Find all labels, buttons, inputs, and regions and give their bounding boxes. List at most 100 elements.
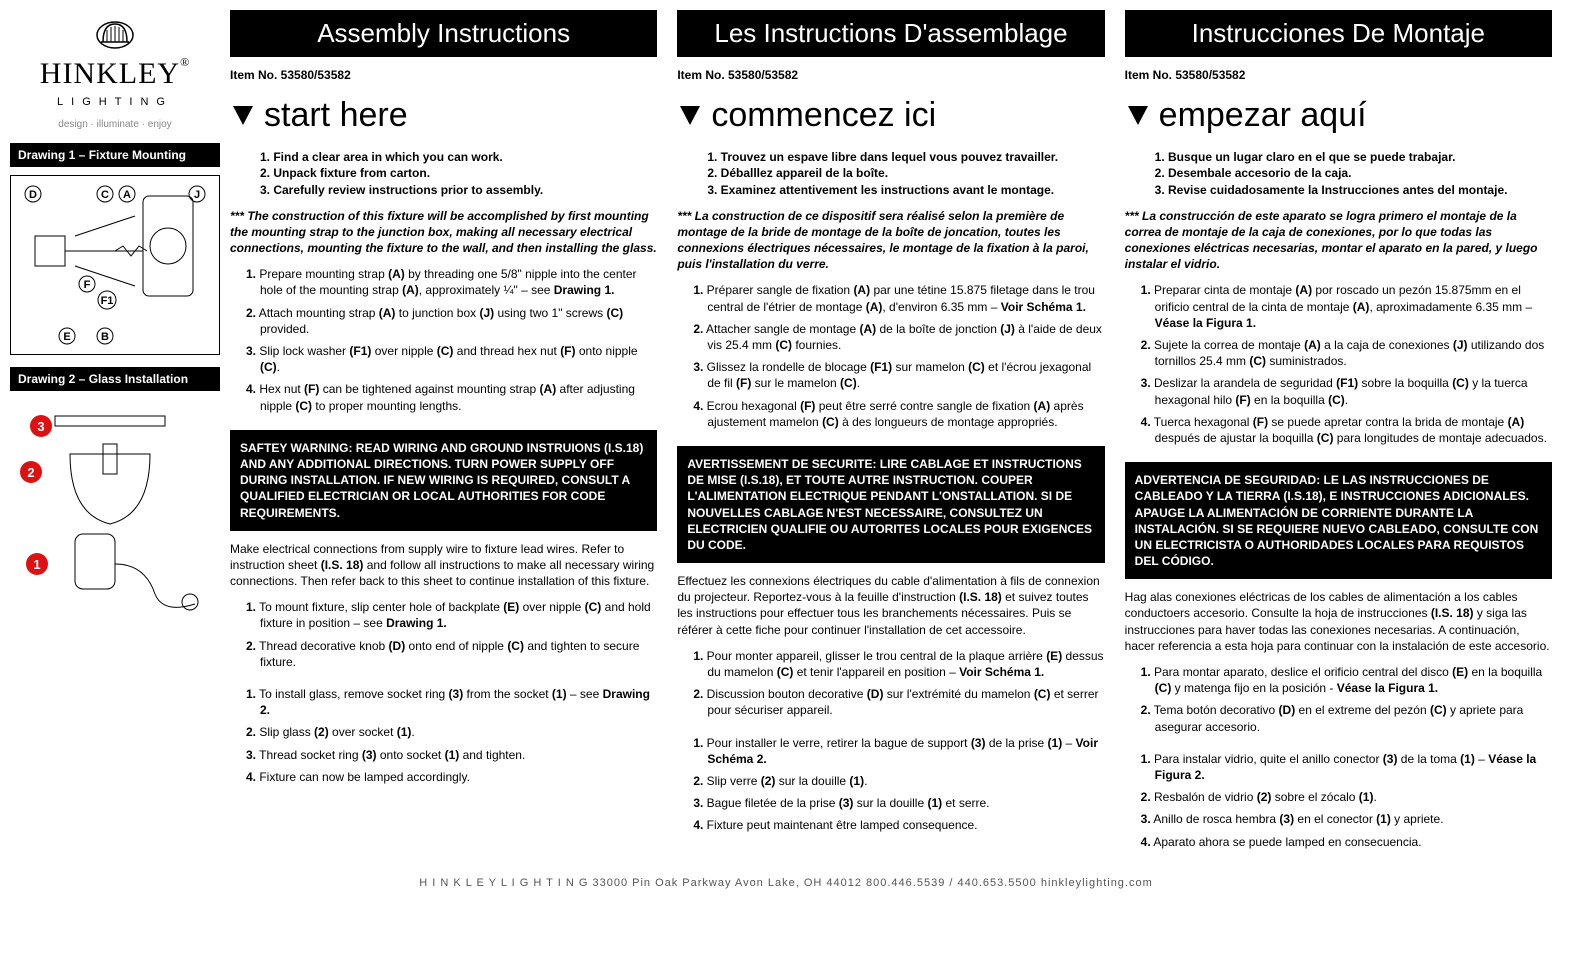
triangle-down-icon (677, 103, 703, 129)
step-item: 3. Deslizar la arandela de seguridad (F1… (1155, 375, 1552, 407)
column-english: Assembly Instructions Item No. 53580/535… (230, 10, 657, 856)
logo-tagline: design · illuminate · enjoy (10, 118, 220, 132)
steps-a-es: 1. Preparar cinta de montaje (A) por ros… (1141, 282, 1552, 452)
construction-note-en: *** The construction of this fixture wil… (230, 208, 657, 257)
svg-text:B: B (101, 331, 109, 343)
drawing-2-header: Drawing 2 – Glass Installation (10, 367, 220, 391)
step-item: 1. Pour monter appareil, glisser le trou… (707, 648, 1104, 680)
section-title-en: Assembly Instructions (230, 10, 657, 57)
step-item: 1. To mount fixture, slip center hole of… (260, 599, 657, 631)
svg-text:F: F (84, 279, 91, 291)
start-here-label: commencez ici (711, 93, 936, 139)
step-item: 1. Pour installer le verre, retirer la b… (707, 735, 1104, 767)
step-item: 2. Thread decorative knob (D) onto end o… (260, 638, 657, 670)
start-here-fr: commencez ici (677, 93, 1104, 139)
start-list-item: 1. Trouvez un espave libre dans lequel v… (707, 149, 1104, 165)
item-no-fr: Item No. 53580/53582 (677, 67, 1104, 83)
step-item: 1. Préparer sangle de fixation (A) par u… (707, 282, 1104, 314)
svg-text:E: E (63, 331, 70, 343)
step-item: 1. Prepare mounting strap (A) by threadi… (260, 266, 657, 298)
step-item: 3. Anillo de rosca hembra (3) en el cone… (1155, 811, 1552, 827)
svg-text:1: 1 (33, 557, 40, 572)
start-list-item: 1. Find a clear area in which you can wo… (260, 149, 657, 165)
step-item: 2. Slip glass (2) over socket (1). (260, 724, 657, 740)
steps-a-en: 1. Prepare mounting strap (A) by threadi… (246, 266, 657, 420)
svg-text:F1: F1 (101, 295, 114, 307)
start-here-label: start here (264, 93, 408, 139)
electrical-para-fr: Effectuez les connexions électriques du … (677, 573, 1104, 638)
triangle-down-icon (1125, 103, 1151, 129)
steps-b-es: 1. Para montar aparato, deslice el orifi… (1141, 664, 1552, 741)
start-list-item: 3. Revise cuidadosamente la Instruccione… (1155, 182, 1552, 198)
start-list-en: 1. Find a clear area in which you can wo… (260, 149, 657, 198)
step-item: 2. Sujete la correa de montaje (A) a la … (1155, 337, 1552, 369)
start-list-item: 2. Desembale accesorio de la caja. (1155, 165, 1552, 181)
start-list-es: 1. Busque un lugar claro en el que se pu… (1155, 149, 1552, 198)
logo-subbrand: LIGHTING (10, 95, 220, 110)
footer: H I N K L E Y L I G H T I N G 33000 Pin … (0, 866, 1572, 895)
steps-c-en: 1. To install glass, remove socket ring … (246, 686, 657, 791)
step-item: 1. Para montar aparato, deslice el orifi… (1155, 664, 1552, 696)
start-list-item: 3. Examinez attentivement les instructio… (707, 182, 1104, 198)
step-item: 2. Discussion bouton decorative (D) sur … (707, 686, 1104, 718)
steps-b-en: 1. To mount fixture, slip center hole of… (246, 599, 657, 676)
step-item: 3. Bague filetée de la prise (3) sur la … (707, 795, 1104, 811)
steps-c-fr: 1. Pour installer le verre, retirer la b… (693, 735, 1104, 840)
drawing-2-figure: 3 2 1 (10, 399, 220, 619)
construction-note-fr: *** La construction de ce dispositif ser… (677, 208, 1104, 273)
step-item: 4. Aparato ahora se puede lamped en cons… (1155, 834, 1552, 850)
start-here-en: start here (230, 93, 657, 139)
drawing-1-figure: D C A J F F1 E B (10, 175, 220, 355)
steps-a-fr: 1. Préparer sangle de fixation (A) par u… (693, 282, 1104, 436)
step-item: 2. Resbalón de vidrio (2) sobre el zócal… (1155, 789, 1552, 805)
start-list-fr: 1. Trouvez un espave libre dans lequel v… (707, 149, 1104, 198)
step-item: 1. Preparar cinta de montaje (A) por ros… (1155, 282, 1552, 331)
start-list-item: 2. Déballlez appareil de la boîte. (707, 165, 1104, 181)
step-item: 4. Fixture can now be lamped accordingly… (260, 769, 657, 785)
svg-text:A: A (123, 189, 131, 201)
start-list-item: 3. Carefully review instructions prior t… (260, 182, 657, 198)
left-column: HINKLEY® LIGHTING design · illuminate · … (10, 10, 220, 856)
page: HINKLEY® LIGHTING design · illuminate · … (0, 0, 1572, 866)
start-here-es: empezar aquí (1125, 93, 1552, 139)
step-item: 4. Hex nut (F) can be tightened against … (260, 381, 657, 413)
column-french: Les Instructions D'assemblage Item No. 5… (677, 10, 1104, 856)
step-item: 4. Fixture peut maintenant être lamped c… (707, 817, 1104, 833)
svg-text:2: 2 (27, 465, 34, 480)
step-item: 2. Slip verre (2) sur la douille (1). (707, 773, 1104, 789)
svg-text:3: 3 (37, 419, 44, 434)
step-item: 3. Thread socket ring (3) onto socket (1… (260, 747, 657, 763)
logo-mark-icon (10, 20, 220, 54)
step-item: 1. Para instalar vidrio, quite el anillo… (1155, 751, 1552, 783)
language-columns: Assembly Instructions Item No. 53580/535… (230, 10, 1552, 856)
step-item: 4. Ecrou hexagonal (F) peut être serré c… (707, 398, 1104, 430)
step-item: 2. Attach mounting strap (A) to junction… (260, 305, 657, 337)
drawing-1-header: Drawing 1 – Fixture Mounting (10, 143, 220, 167)
step-item: 3. Glissez la rondelle de blocage (F1) s… (707, 359, 1104, 391)
start-here-label: empezar aquí (1159, 93, 1367, 139)
start-list-item: 2. Unpack fixture from carton. (260, 165, 657, 181)
safety-warning-fr: AVERTISSEMENT DE SECURITE: LIRE CABLAGE … (677, 446, 1104, 563)
safety-warning-en: SAFTEY WARNING: READ WIRING AND GROUND I… (230, 430, 657, 531)
item-no-es: Item No. 53580/53582 (1125, 67, 1552, 83)
step-item: 1. To install glass, remove socket ring … (260, 686, 657, 718)
section-title-fr: Les Instructions D'assemblage (677, 10, 1104, 57)
svg-text:C: C (101, 189, 109, 201)
section-title-es: Instrucciones De Montaje (1125, 10, 1552, 57)
steps-c-es: 1. Para instalar vidrio, quite el anillo… (1141, 751, 1552, 856)
item-no-en: Item No. 53580/53582 (230, 67, 657, 83)
step-item: 2. Attacher sangle de montage (A) de la … (707, 321, 1104, 353)
triangle-down-icon (230, 103, 256, 129)
safety-warning-es: ADVERTENCIA DE SEGURIDAD: LE LAS INSTRUC… (1125, 462, 1552, 579)
steps-b-fr: 1. Pour monter appareil, glisser le trou… (693, 648, 1104, 725)
step-item: 3. Slip lock washer (F1) over nipple (C)… (260, 343, 657, 375)
logo-block: HINKLEY® LIGHTING design · illuminate · … (10, 20, 220, 131)
column-spanish: Instrucciones De Montaje Item No. 53580/… (1125, 10, 1552, 856)
svg-text:J: J (194, 189, 200, 201)
svg-text:D: D (29, 189, 37, 201)
logo-brand: HINKLEY® (10, 54, 220, 95)
electrical-para-en: Make electrical connections from supply … (230, 541, 657, 590)
start-list-item: 1. Busque un lugar claro en el que se pu… (1155, 149, 1552, 165)
electrical-para-es: Hag alas conexiones eléctricas de los ca… (1125, 589, 1552, 654)
step-item: 2. Tema botón decorativo (D) en el extre… (1155, 702, 1552, 734)
